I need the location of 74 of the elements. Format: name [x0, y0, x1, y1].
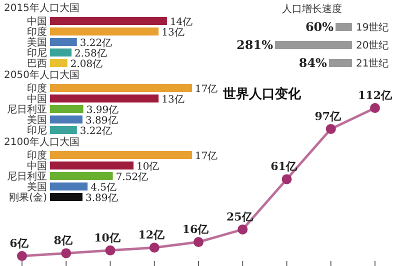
bar — [50, 116, 82, 124]
point — [105, 245, 116, 256]
bar — [50, 28, 159, 36]
data-label: 60% — [305, 20, 334, 34]
data-label: 97亿 — [314, 110, 342, 123]
bar — [50, 162, 134, 170]
chart-title: 2050年人口大国 — [4, 69, 80, 81]
data-label: 112亿 — [358, 89, 393, 102]
data-label: 17亿 — [195, 151, 218, 162]
point — [149, 242, 160, 253]
data-label: 3.22亿 — [80, 126, 112, 137]
data-label: 281% — [236, 38, 274, 52]
bar — [50, 172, 113, 180]
bar — [50, 84, 192, 92]
data-label: 3.89亿 — [85, 193, 118, 204]
bar — [50, 59, 68, 67]
y-tick-label: 印度 — [27, 150, 47, 162]
data-label: 84% — [298, 56, 328, 70]
data-label: 16亿 — [182, 223, 210, 236]
point — [194, 237, 204, 248]
data-label: 4.5亿 — [90, 182, 116, 194]
data-label: 10亿 — [136, 162, 160, 172]
bar — [50, 38, 77, 46]
chart-title: 人口增长速度 — [282, 3, 342, 15]
y-tick-label: 中国 — [27, 16, 47, 28]
data-label: 7.52亿 — [116, 172, 148, 183]
point — [61, 248, 72, 258]
y-tick-label: 尼日利亚 — [7, 170, 47, 182]
bar — [50, 126, 77, 134]
data-label: 61亿 — [270, 160, 298, 174]
y-tick-label: 21世纪 — [356, 58, 389, 70]
chart-title: 2100年人口大国 — [4, 136, 80, 148]
bar — [50, 182, 88, 190]
bar — [50, 48, 72, 56]
bar — [50, 105, 84, 113]
bar — [50, 17, 167, 25]
bar — [50, 94, 159, 102]
y-tick-label: 美国 — [27, 181, 47, 193]
point — [238, 224, 248, 234]
y-tick-label: 巴西 — [27, 58, 47, 70]
y-tick-label: 美国 — [27, 114, 47, 126]
y-tick-label: 刚果(金) — [9, 192, 48, 204]
point — [370, 103, 380, 113]
y-tick-label: 印尼 — [27, 124, 47, 136]
point — [17, 251, 27, 261]
data-label: 2.08亿 — [70, 59, 103, 70]
y-tick-label: 印度 — [27, 82, 47, 94]
y-tick-label: 美国 — [27, 36, 47, 48]
point — [326, 124, 336, 134]
data-label: 3.89亿 — [85, 116, 118, 126]
data-label: 3.22亿 — [80, 38, 112, 49]
y-tick-label: 19世纪 — [356, 22, 389, 34]
y-tick-label: 20世纪 — [356, 40, 389, 52]
data-label: 14亿 — [170, 17, 193, 28]
data-label: 8亿 — [54, 234, 74, 248]
bar — [50, 151, 192, 159]
y-tick-label: 印尼 — [27, 47, 47, 59]
data-label: 6亿 — [10, 237, 30, 250]
chart-title: 世界人口变化 — [222, 86, 302, 102]
data-label: 10亿 — [94, 231, 122, 244]
data-label: 17亿 — [195, 84, 218, 95]
y-tick-label: 尼日利亚 — [7, 104, 47, 116]
chart-title: 2015年人口大国 — [4, 2, 80, 14]
data-label: 13亿 — [162, 28, 184, 38]
data-label: 12亿 — [138, 228, 166, 242]
y-tick-label: 中国 — [27, 93, 47, 105]
data-label: 2.58亿 — [74, 48, 107, 60]
data-label: 3.99亿 — [86, 105, 119, 116]
point — [282, 174, 292, 184]
y-tick-label: 中国 — [27, 160, 47, 172]
data-label: 25亿 — [226, 210, 254, 224]
bar — [50, 193, 82, 201]
y-tick-label: 印度 — [27, 26, 47, 38]
data-label: 13亿 — [162, 94, 184, 106]
